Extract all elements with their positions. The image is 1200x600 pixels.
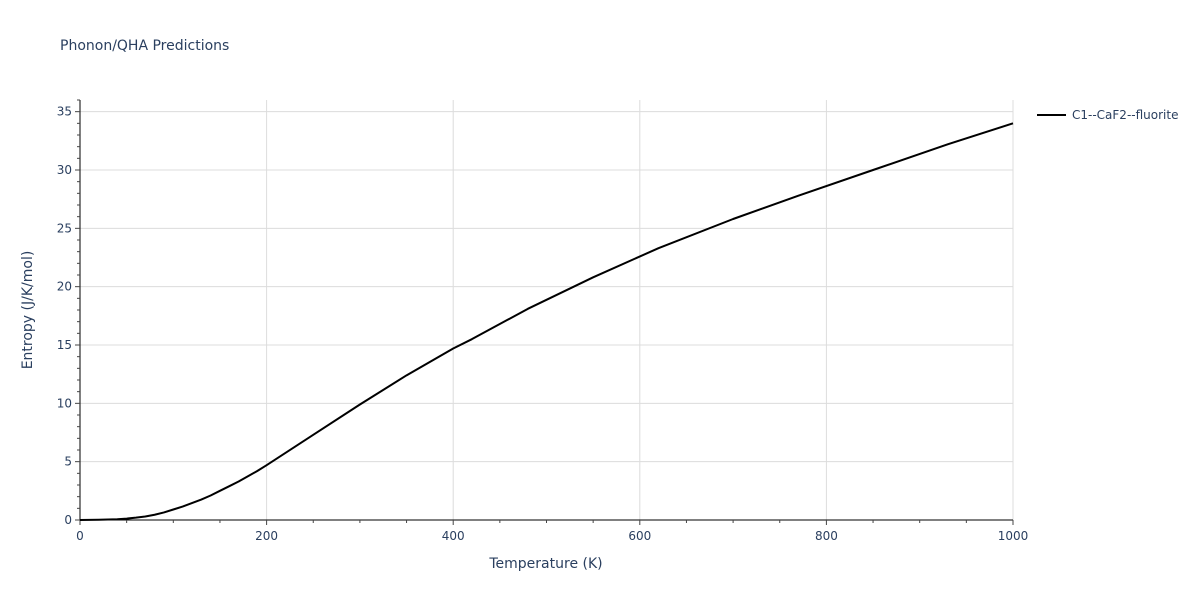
- x-tick-label: 1000: [998, 529, 1029, 543]
- x-tick-label: 200: [255, 529, 278, 543]
- axes: 0 200 400 600 800 1000 0 5 10 15 20 25 30 35: [57, 99, 1029, 543]
- y-tick-label: 0: [64, 513, 72, 527]
- series-layer: [79, 122, 1014, 521]
- legend[interactable]: C1--CaF2--fluorite: [1037, 108, 1178, 122]
- legend-item-label[interactable]: C1--CaF2--fluorite: [1072, 108, 1178, 122]
- y-tick-label: 35: [57, 105, 72, 119]
- y-tick-label: 15: [57, 338, 72, 352]
- y-tick-label: 25: [57, 221, 72, 235]
- gridlines: [80, 100, 1014, 520]
- y-tick-label: 30: [57, 163, 72, 177]
- x-tick-label: 0: [76, 529, 84, 543]
- series-line-c1-caf2-fluorite: [79, 122, 1014, 521]
- x-tick-label: 400: [442, 529, 465, 543]
- y-tick-label: 10: [57, 396, 72, 410]
- y-tick-label: 5: [64, 455, 72, 469]
- x-axis-label: Temperature (K): [488, 556, 602, 572]
- y-axis-label: Entropy (J/K/mol): [20, 251, 36, 370]
- y-tick-label: 20: [57, 280, 72, 294]
- x-tick-label: 800: [815, 529, 838, 543]
- chart-title: Phonon/QHA Predictions: [60, 38, 229, 54]
- x-tick-label: 600: [628, 529, 651, 543]
